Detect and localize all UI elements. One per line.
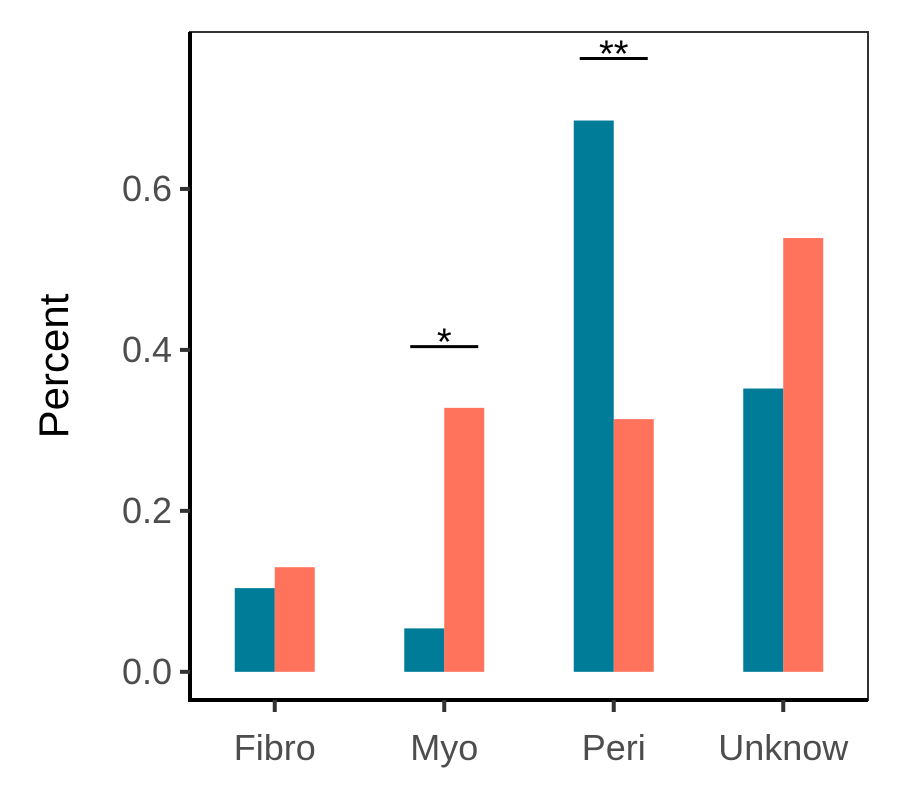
- x-tick-label-myo: Myo: [410, 727, 478, 768]
- y-axis-ticks: 0.0 0.2 0.4 0.6: [122, 168, 190, 692]
- bar-fibro-series-2: [274, 567, 315, 672]
- x-tick-label-fibro: Fibro: [234, 727, 316, 768]
- bar-peri-series-2: [613, 419, 654, 672]
- y-tick-label: 0.2: [122, 490, 172, 531]
- x-axis-ticks: Fibro Myo Peri Unknow: [234, 700, 849, 768]
- bars-layer: [234, 120, 824, 672]
- bar-unknow-series-2: [783, 238, 824, 672]
- bar-unknow-series-1: [743, 388, 784, 672]
- x-tick-label-peri: Peri: [582, 727, 646, 768]
- bar-myo-series-2: [444, 407, 485, 672]
- y-tick-label: 0.6: [122, 168, 172, 209]
- y-tick-label: 0.0: [122, 651, 172, 692]
- y-tick-label: 0.4: [122, 329, 172, 370]
- significance-annotations: ***: [410, 34, 648, 364]
- bar-peri-series-1: [573, 120, 614, 672]
- significance-label-myo: *: [437, 322, 452, 364]
- bar-fibro-series-1: [234, 588, 275, 672]
- x-tick-label-unknow: Unknow: [718, 727, 849, 768]
- y-axis-title: Percent: [30, 293, 77, 438]
- bar-myo-series-1: [404, 628, 445, 672]
- significance-label-peri: **: [599, 34, 629, 76]
